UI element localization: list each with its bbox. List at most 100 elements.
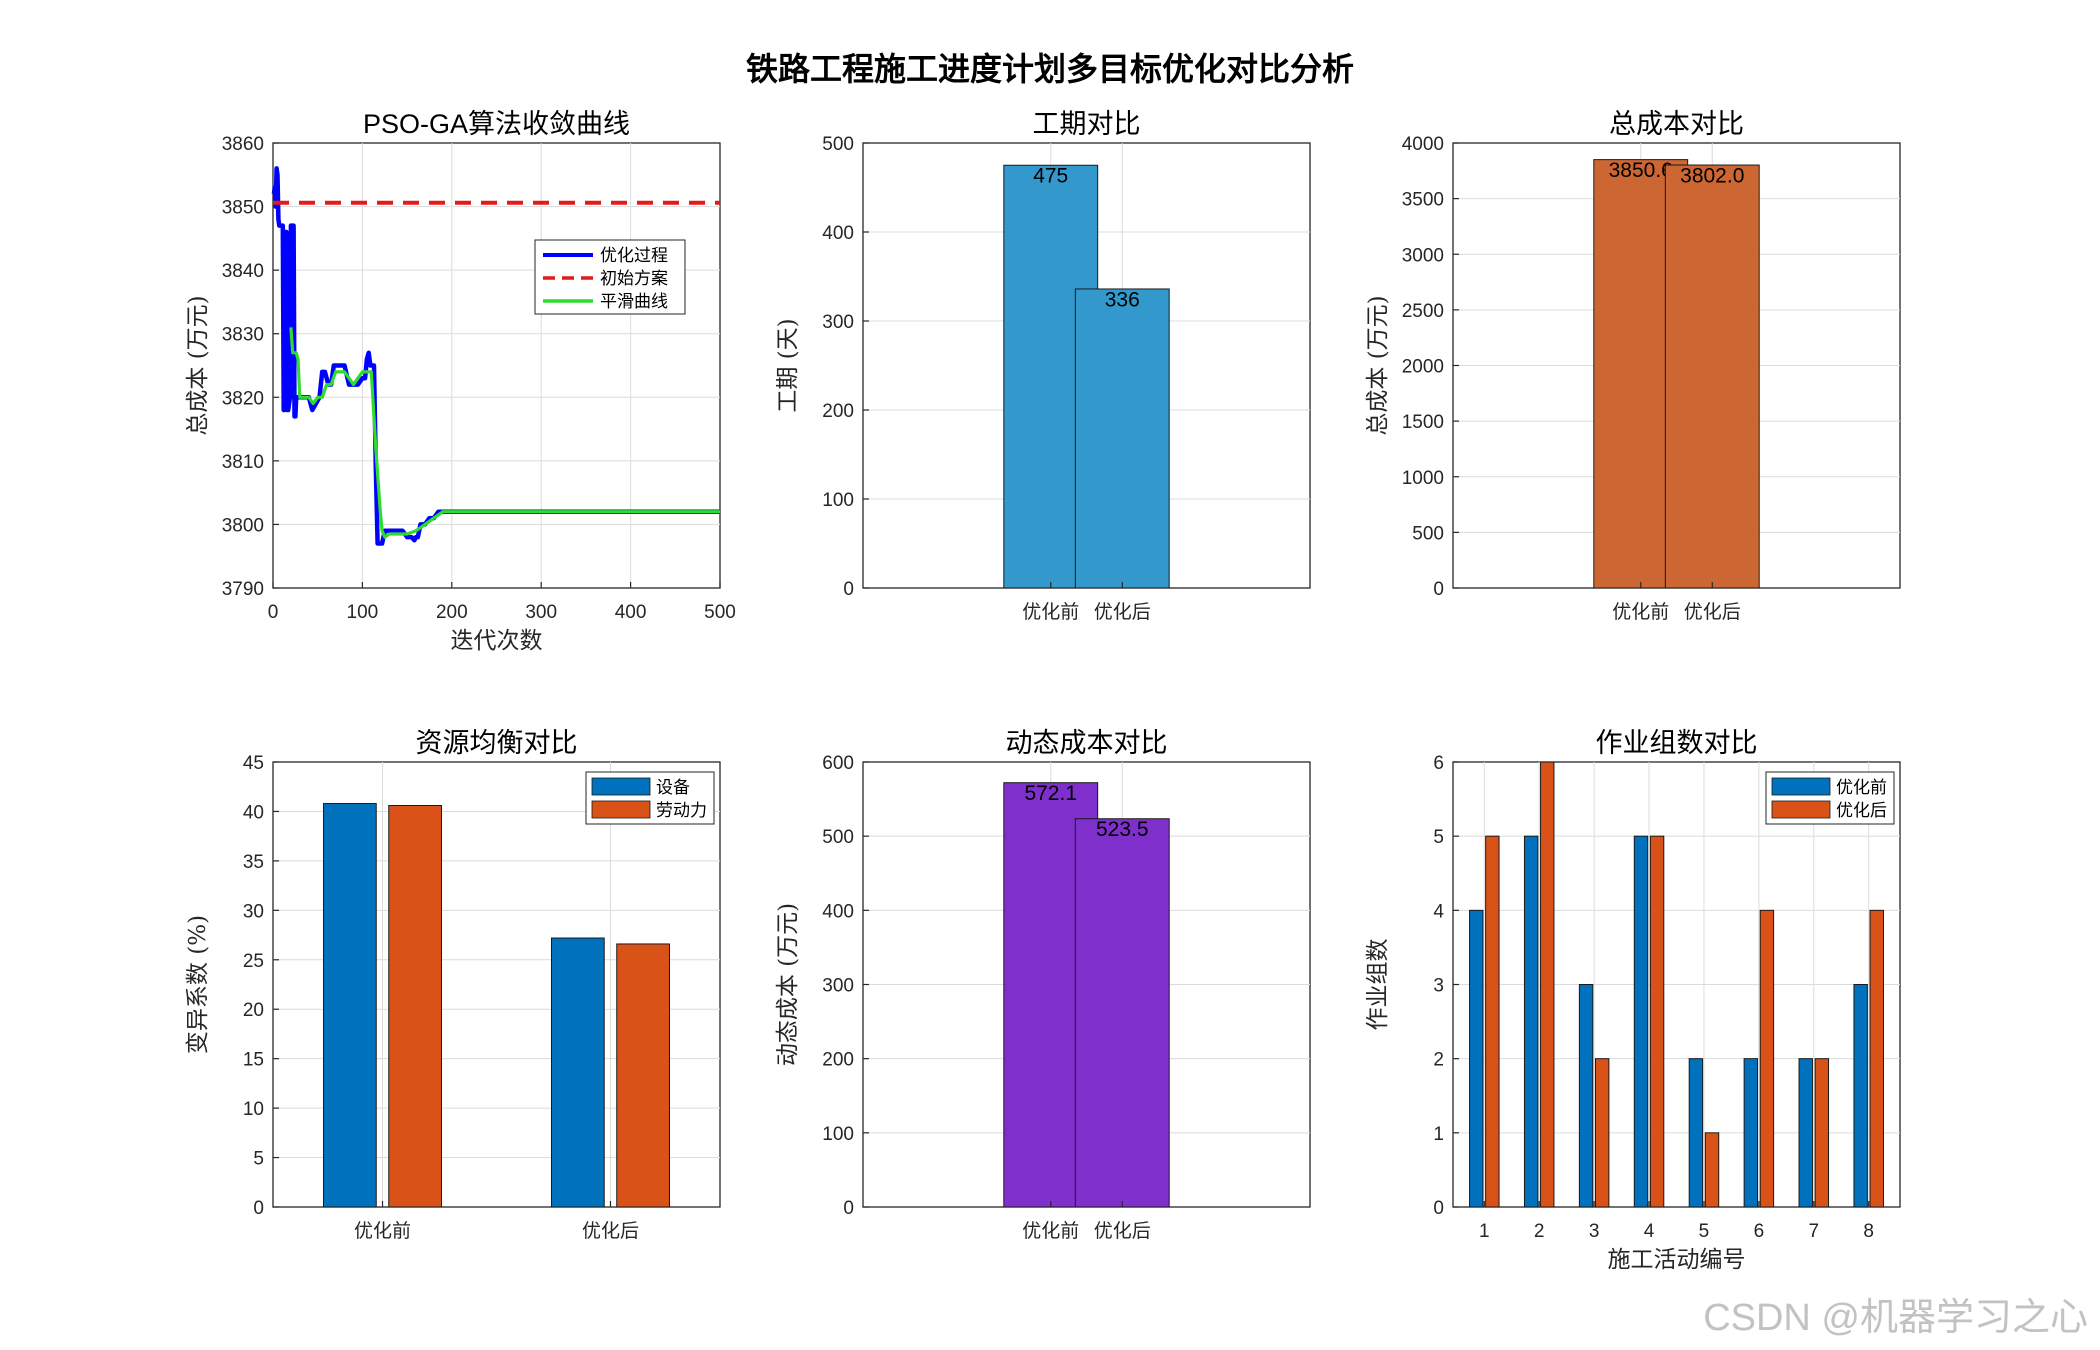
y-axis-label: 作业组数	[1365, 939, 1391, 1031]
axes-title: 作业组数对比	[1596, 728, 1758, 759]
bar-series-2	[1649, 835, 1665, 1208]
axes-title: PSO-GA算法收敛曲线	[363, 109, 630, 139]
y-tick-label: 4	[1433, 901, 1444, 922]
x-tick-label: 0	[268, 602, 279, 623]
x-tick-label: 400	[615, 602, 647, 623]
legend-label: 优化过程	[600, 246, 668, 266]
data-label: 3802.0	[1680, 164, 1744, 187]
x-tick-label: 300	[525, 602, 557, 623]
y-tick-label: 0	[843, 1198, 854, 1219]
axes-title: 工期对比	[1033, 109, 1141, 140]
x-tick-label: 7	[1809, 1221, 1820, 1242]
bar-series-2	[1540, 761, 1555, 1208]
bar-series-1	[1853, 984, 1868, 1208]
bar-series-1	[1578, 984, 1594, 1208]
y-tick-label: 35	[243, 852, 264, 873]
y-axis-label: 工期 (天)	[775, 318, 801, 412]
y-tick-label: 15	[243, 1050, 264, 1071]
bar	[1074, 818, 1170, 1208]
legend-swatch	[591, 777, 651, 796]
bar-series-2	[1594, 1058, 1610, 1208]
y-tick-label: 3810	[222, 452, 264, 473]
y-tick-label: 30	[243, 901, 264, 922]
y-tick-label: 100	[822, 490, 854, 511]
x-axis-label: 迭代次数	[451, 628, 543, 654]
x-tick-label: 3	[1589, 1221, 1600, 1242]
bar-series-1	[323, 803, 377, 1208]
bar-series-2	[616, 943, 670, 1208]
data-label: 572.1	[1024, 782, 1077, 805]
y-tick-label: 500	[822, 134, 854, 155]
y-axis-label: 动态成本 (万元)	[775, 903, 801, 1066]
legend-label: 优化后	[1836, 801, 1887, 821]
bar-series-1	[1523, 835, 1539, 1208]
y-tick-label: 500	[1412, 523, 1444, 544]
x-tick-label: 5	[1699, 1221, 1710, 1242]
axes-title: 动态成本对比	[1006, 728, 1168, 759]
y-tick-label: 2000	[1402, 357, 1444, 378]
y-tick-label: 0	[1433, 579, 1444, 600]
x-tick-label: 200	[436, 602, 468, 623]
bar-series-1	[550, 937, 605, 1208]
y-tick-label: 2500	[1402, 301, 1444, 322]
y-axis-label: 总成本 (万元)	[1365, 295, 1391, 435]
y-tick-label: 1000	[1402, 468, 1444, 489]
y-tick-label: 500	[822, 827, 854, 848]
y-tick-label: 3	[1433, 976, 1444, 997]
legend-swatch	[591, 800, 651, 819]
figure-title: 铁路工程施工进度计划多目标优化对比分析	[746, 50, 1354, 88]
x-tick-label: 优化后	[1094, 601, 1151, 623]
axes-title: 总成本对比	[1609, 109, 1744, 140]
bar-series-2	[1485, 835, 1500, 1208]
x-tick-label: 500	[704, 602, 736, 623]
y-tick-label: 300	[822, 976, 854, 997]
bar-series-1	[1743, 1058, 1759, 1208]
x-tick-label: 优化前	[1612, 601, 1669, 623]
y-tick-label: 0	[843, 579, 854, 600]
y-tick-label: 2	[1433, 1050, 1444, 1071]
y-tick-label: 1	[1433, 1124, 1444, 1145]
legend-swatch	[1771, 777, 1831, 796]
y-tick-label: 200	[822, 1050, 854, 1071]
y-tick-label: 200	[822, 401, 854, 422]
x-tick-label: 优化前	[1022, 1220, 1079, 1242]
y-tick-label: 6	[1433, 753, 1444, 774]
x-tick-label: 6	[1754, 1221, 1765, 1242]
y-tick-label: 5	[1433, 827, 1444, 848]
y-tick-label: 3800	[222, 515, 264, 536]
y-axis-label: 总成本 (万元)	[185, 295, 211, 435]
x-tick-label: 2	[1534, 1221, 1545, 1242]
y-tick-label: 0	[1433, 1198, 1444, 1219]
bar	[1074, 288, 1170, 589]
y-axis-label: 变异系数 (%)	[185, 915, 211, 1054]
axes-convergence: 3790 3800 3810 3820 3830 3840 3850 3860 0 100 200 3…	[185, 109, 736, 654]
y-tick-label: 3860	[222, 134, 264, 155]
bar-series-2	[1814, 1058, 1830, 1208]
y-tick-label: 3500	[1402, 190, 1444, 211]
axes-total-cost: 0 500 1000 1500 2000 2500 3000 3500 4000 3850.6 38…	[1365, 109, 1901, 623]
legend-label: 设备	[656, 778, 690, 798]
watermark: CSDN @机器学习之心	[1703, 1297, 2088, 1339]
bar-series-1	[1688, 1058, 1704, 1208]
data-label: 475	[1033, 165, 1068, 188]
y-tick-label: 300	[822, 312, 854, 333]
y-tick-label: 3820	[222, 388, 264, 409]
data-label: 523.5	[1096, 818, 1149, 841]
x-tick-label: 优化后	[1094, 1220, 1151, 1242]
x-tick-label: 优化前	[354, 1220, 411, 1242]
series-line-3	[289, 327, 720, 539]
legend-label: 初始方案	[600, 269, 668, 289]
axes-title: 资源均衡对比	[416, 728, 578, 759]
data-label: 3850.6	[1609, 159, 1673, 182]
bar-series-2	[388, 805, 443, 1208]
y-tick-label: 10	[243, 1099, 264, 1120]
y-tick-label: 40	[243, 802, 264, 823]
y-tick-label: 25	[243, 951, 264, 972]
